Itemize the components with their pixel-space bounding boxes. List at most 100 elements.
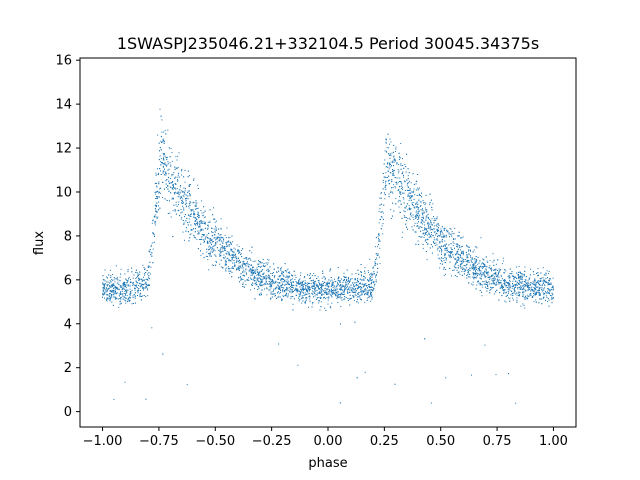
data-point bbox=[347, 292, 349, 294]
data-point bbox=[214, 237, 216, 239]
data-point bbox=[280, 269, 282, 271]
data-point bbox=[408, 207, 410, 209]
data-point bbox=[374, 273, 375, 275]
data-point bbox=[112, 274, 114, 275]
data-point bbox=[283, 281, 285, 283]
data-point bbox=[357, 299, 358, 301]
data-point bbox=[298, 300, 300, 302]
data-point bbox=[340, 323, 341, 325]
data-point bbox=[187, 195, 189, 197]
data-point bbox=[178, 176, 180, 178]
data-point bbox=[347, 291, 348, 293]
data-point bbox=[185, 227, 187, 229]
data-point bbox=[523, 289, 525, 291]
data-point bbox=[299, 298, 301, 300]
data-point bbox=[242, 248, 244, 250]
data-point bbox=[364, 276, 366, 278]
data-point bbox=[360, 275, 362, 277]
data-point bbox=[225, 260, 227, 262]
data-point bbox=[236, 244, 238, 246]
data-point bbox=[145, 283, 147, 285]
data-point bbox=[496, 283, 498, 285]
data-point bbox=[502, 285, 503, 287]
data-point bbox=[371, 294, 373, 296]
data-point bbox=[239, 276, 241, 278]
data-point bbox=[503, 292, 505, 294]
data-point bbox=[442, 246, 444, 248]
data-point bbox=[223, 248, 225, 249]
data-point bbox=[154, 208, 156, 209]
data-point bbox=[290, 286, 292, 287]
data-point bbox=[408, 182, 410, 184]
data-point bbox=[239, 281, 240, 283]
data-point bbox=[248, 258, 250, 260]
data-point bbox=[158, 192, 160, 194]
data-point bbox=[182, 231, 184, 233]
data-point bbox=[425, 202, 427, 204]
data-point bbox=[459, 265, 461, 267]
data-point bbox=[349, 294, 351, 296]
data-point bbox=[352, 289, 354, 291]
data-point bbox=[343, 278, 345, 280]
data-point bbox=[461, 252, 463, 254]
data-point bbox=[464, 268, 466, 270]
data-point bbox=[339, 281, 341, 283]
data-point bbox=[521, 287, 522, 289]
data-point bbox=[489, 276, 491, 278]
data-point bbox=[475, 274, 477, 276]
data-point bbox=[370, 294, 372, 296]
data-point bbox=[505, 286, 507, 288]
data-point bbox=[401, 183, 403, 185]
data-point bbox=[409, 196, 411, 198]
data-point bbox=[353, 291, 355, 293]
data-point bbox=[195, 224, 197, 226]
data-point bbox=[104, 269, 106, 271]
data-point bbox=[455, 243, 457, 245]
data-point bbox=[102, 289, 104, 291]
data-point bbox=[162, 197, 164, 198]
data-point bbox=[159, 207, 161, 209]
data-point bbox=[196, 202, 198, 204]
data-point bbox=[300, 283, 302, 285]
data-point bbox=[275, 280, 277, 282]
data-point bbox=[120, 286, 122, 288]
data-point bbox=[228, 260, 230, 262]
data-point bbox=[435, 219, 437, 221]
data-point bbox=[280, 268, 281, 270]
data-point bbox=[269, 283, 271, 284]
data-point bbox=[448, 254, 450, 256]
data-point bbox=[245, 265, 247, 267]
data-point bbox=[510, 273, 512, 275]
data-point bbox=[105, 299, 107, 301]
data-point bbox=[395, 203, 397, 205]
data-point bbox=[117, 287, 119, 289]
data-point bbox=[157, 174, 159, 175]
data-point bbox=[218, 228, 220, 230]
data-point bbox=[114, 293, 116, 295]
data-point bbox=[428, 217, 429, 219]
data-point bbox=[203, 235, 205, 237]
data-point bbox=[114, 284, 116, 286]
data-point bbox=[149, 284, 150, 286]
data-point bbox=[382, 218, 384, 220]
data-point bbox=[341, 299, 343, 301]
data-point bbox=[200, 222, 202, 224]
data-point bbox=[480, 275, 482, 277]
data-point bbox=[266, 264, 268, 266]
data-point bbox=[220, 251, 222, 253]
data-point bbox=[533, 293, 534, 295]
data-point bbox=[445, 269, 447, 270]
data-point bbox=[106, 281, 108, 283]
data-point bbox=[194, 220, 196, 222]
data-point bbox=[446, 236, 448, 238]
data-point bbox=[426, 230, 428, 232]
data-point bbox=[353, 289, 355, 291]
data-point bbox=[230, 242, 232, 244]
data-point bbox=[517, 288, 519, 290]
data-point bbox=[307, 291, 309, 293]
data-point bbox=[284, 295, 286, 296]
data-point bbox=[246, 279, 248, 281]
data-point bbox=[349, 304, 351, 306]
data-point bbox=[189, 234, 191, 236]
data-point bbox=[336, 289, 338, 291]
